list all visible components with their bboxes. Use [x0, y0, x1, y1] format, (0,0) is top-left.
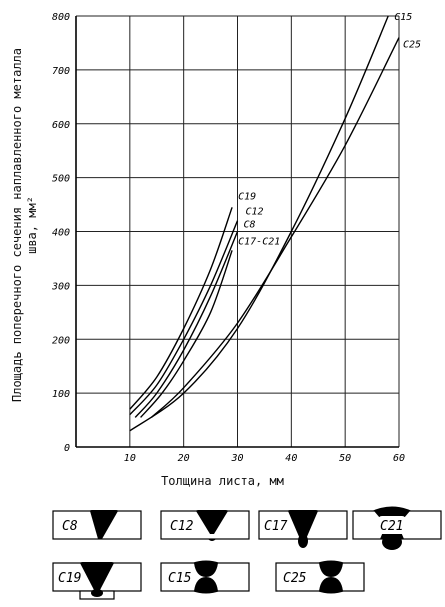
chart-grid — [76, 15, 400, 448]
y-tick-label: 0 — [64, 443, 70, 454]
profile-label: C19 — [58, 571, 81, 586]
profile-label: C8 — [62, 519, 78, 534]
x-tick-label: 60 — [393, 453, 405, 464]
y-tick-label: 600 — [52, 120, 70, 131]
profile-c15: C15 — [160, 558, 250, 602]
series-line-c25 — [150, 37, 400, 418]
series-label-c17-c21: C17-C21 — [238, 236, 280, 247]
series-line-c17-c21 — [140, 250, 233, 418]
profile-label: C25 — [283, 571, 307, 586]
y-axis-label: Площадь поперечного сечения наплавленног… — [10, 48, 40, 402]
profile-c8: C8 — [52, 510, 142, 546]
y-tick-label: 200 — [52, 335, 70, 346]
profile-c25: C25 — [275, 558, 365, 602]
x-tick-label: 30 — [230, 453, 243, 464]
profile-label: C21 — [380, 519, 403, 534]
y-tick-label: 700 — [52, 66, 70, 77]
y-axis-label-line-2: шва, мм² — [25, 196, 39, 254]
profile-label: C17 — [264, 519, 288, 534]
profile-label: C15 — [168, 571, 192, 586]
series-line-c19 — [129, 207, 233, 410]
x-axis-label: Толщина листа, мм — [161, 474, 284, 488]
profile-c12: C12 — [160, 510, 250, 546]
y-tick-label: 300 — [51, 281, 70, 292]
series-line-c8 — [134, 231, 239, 418]
series-label-c8: C8 — [244, 220, 256, 231]
y-tick-label: 800 — [52, 12, 70, 23]
x-tick-label: 40 — [285, 453, 297, 464]
series-label-c12: C12 — [246, 207, 264, 218]
series-line-c12 — [129, 220, 239, 416]
series-label-c19: C19 — [238, 191, 256, 202]
chart-series-labels: C19 C12 C8 C17-C21 C15 C25 — [238, 12, 421, 247]
series-label-c15: C15 — [394, 12, 412, 23]
x-tick-label: 10 — [124, 453, 136, 464]
x-tick-label: 20 — [178, 453, 190, 464]
series-line-c15 — [129, 15, 389, 432]
x-tick-label: 50 — [339, 453, 351, 464]
chart-tick-labels: 0 100 200 300 400 500 600 700 800 10 20 30 40 50 60 — [51, 12, 405, 464]
y-tick-label: 400 — [52, 228, 70, 239]
y-tick-label: 500 — [52, 174, 70, 185]
y-tick-label: 100 — [52, 389, 70, 400]
chart: 0 100 200 300 400 500 600 700 800 10 20 30 40 50 60 C1… — [51, 12, 421, 464]
profile-c19: C19 — [52, 562, 142, 606]
profile-c17: C17 — [258, 510, 348, 554]
profile-label: C12 — [170, 519, 194, 534]
weld-profiles: C8 C12 C17 C21 — [0, 498, 445, 607]
y-axis-label-wrap: Площадь поперечного сечения наплавленног… — [0, 0, 50, 450]
chart-series — [129, 15, 400, 432]
y-axis-label-line-1: Площадь поперечного сечения наплавленног… — [10, 47, 24, 403]
chart-axes — [75, 16, 399, 448]
series-label-c25: C25 — [403, 40, 421, 51]
profile-c21: C21 — [352, 502, 442, 554]
